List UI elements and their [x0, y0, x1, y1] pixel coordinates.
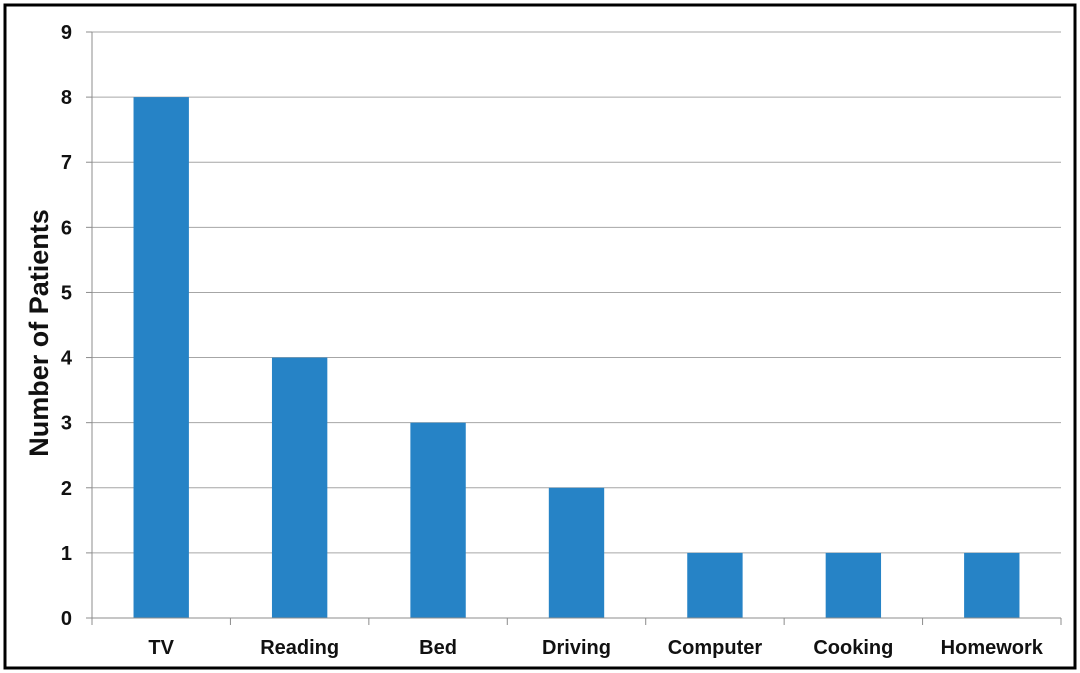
- x-tick-label: Bed: [419, 637, 457, 659]
- y-tick-label: 1: [61, 543, 72, 565]
- y-tick-label: 3: [61, 413, 72, 435]
- y-tick-label: 9: [61, 22, 72, 44]
- bar-reading: [271, 357, 328, 618]
- y-tick-label: 8: [61, 87, 72, 109]
- bar-computer: [687, 552, 743, 618]
- y-tick-label: 4: [61, 348, 73, 370]
- x-tick-label: Homework: [941, 637, 1044, 659]
- x-tick-label: Driving: [542, 637, 611, 659]
- x-tick-label: Computer: [668, 637, 763, 659]
- bars: [133, 97, 1020, 619]
- bar-bed: [410, 422, 466, 618]
- y-tick-label: 5: [61, 282, 72, 304]
- x-tick-label: Cooking: [813, 637, 893, 659]
- x-tick-label: Reading: [260, 637, 339, 659]
- y-tick-labels: 0 1 2 3 4 5 6 7 8 9: [61, 22, 73, 630]
- bar-homework: [964, 552, 1020, 618]
- y-tick-label: 2: [61, 478, 72, 500]
- y-axis-title: Number of Patients: [24, 209, 54, 457]
- y-tick-label: 6: [61, 217, 72, 239]
- axes: [86, 31, 1062, 625]
- x-tick-labels: TV Reading Bed Driving Computer Cooking Homewo…: [148, 637, 1043, 659]
- gridlines: [92, 31, 1061, 554]
- bar-tv: [133, 97, 189, 619]
- bar-driving: [548, 487, 605, 618]
- bar-cooking: [825, 552, 882, 618]
- y-tick-label: 0: [61, 608, 72, 630]
- y-tick-label: 7: [61, 152, 72, 174]
- x-tick-label: TV: [148, 637, 174, 659]
